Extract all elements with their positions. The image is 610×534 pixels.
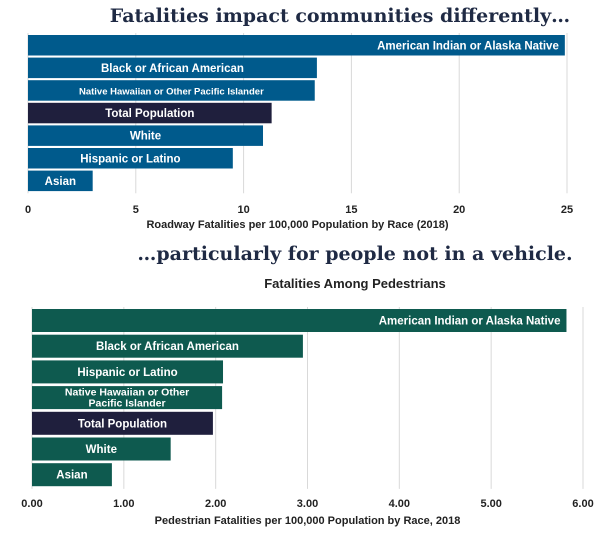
x-tick-label: 1.00 (113, 498, 134, 510)
bar-native-hawaiian-or-other-pacific-islander (28, 80, 315, 101)
roadway-fatalities-chart: American Indian or Alaska Native Black or… (25, 33, 573, 231)
bar-hispanic-or-latino (28, 148, 233, 169)
bar-total-population (28, 102, 272, 124)
bar-american-indian-or-alaska-native (28, 35, 565, 56)
bar-total-population (32, 411, 213, 435)
bar-label-american-indian-or-alaska-native: American Indian or Alaska Native (377, 40, 559, 52)
x-tick-label: 20 (453, 204, 465, 216)
headline-bottom: …particularly for people not in a vehicl… (137, 243, 572, 265)
bar-label-asian: Asian (45, 176, 76, 188)
bar-white (28, 125, 264, 146)
x-tick-label: 4.00 (389, 498, 410, 510)
bar-label-hispanic-or-latino: Hispanic or Latino (80, 153, 180, 165)
x-axis-label: Pedestrian Fatalities per 100,000 Popula… (155, 515, 461, 527)
x-tick-label: 0.00 (21, 498, 42, 510)
x-tick-label: 5.00 (480, 498, 501, 510)
bar-label-total-population: Total Population (78, 418, 167, 430)
bar-asian (28, 170, 93, 192)
x-tick-label: 2.00 (205, 498, 226, 510)
x-axis-label: Roadway Fatalities per 100,000 Populatio… (146, 219, 448, 231)
pedestrian-fatalities-chart: American Indian or Alaska Native Black or… (21, 307, 594, 527)
bar-label-black-or-african-american: Black or African American (101, 63, 244, 75)
bar-label-white: White (86, 444, 117, 456)
bar-native-hawaiian-or-other-pacific-islander (32, 386, 223, 410)
bar-label-black-or-african-american: Black or African American (96, 341, 239, 353)
bar-label-native-hawaiian-or-other-pacific-islander: Native Hawaiian or Other Pacific Islande… (79, 86, 264, 97)
x-tick-label: 10 (237, 204, 249, 216)
bar-label-total-population: Total Population (105, 108, 194, 120)
x-tick-label: 6.00 (572, 498, 593, 510)
bar-black-or-african-american (32, 334, 303, 358)
x-tick-label: 5 (133, 204, 139, 216)
headline-top: Fatalities impact communities differentl… (110, 5, 570, 27)
bar-white (32, 437, 171, 461)
bar-label-hispanic-or-latino: Hispanic or Latino (77, 367, 177, 379)
bar-label-asian: Asian (56, 470, 87, 482)
bar-american-indian-or-alaska-native (32, 309, 567, 332)
x-tick-label: 15 (345, 204, 357, 216)
bar-hispanic-or-latino (32, 360, 224, 384)
x-tick-label: 25 (561, 204, 573, 216)
bar-label-white: White (130, 131, 161, 143)
bar-label-native-hawaiian-or-other-pacific-islander: Native Hawaiian or Other Pacific Islander (65, 387, 189, 410)
bar-black-or-african-american (28, 57, 317, 79)
x-tick-label: 3.00 (297, 498, 318, 510)
bar-label-american-indian-or-alaska-native: American Indian or Alaska Native (379, 316, 561, 328)
x-tick-label: 0 (25, 204, 31, 216)
bar-asian (32, 463, 112, 487)
pedestrian-chart-title: Fatalities Among Pedestrians (264, 276, 446, 291)
